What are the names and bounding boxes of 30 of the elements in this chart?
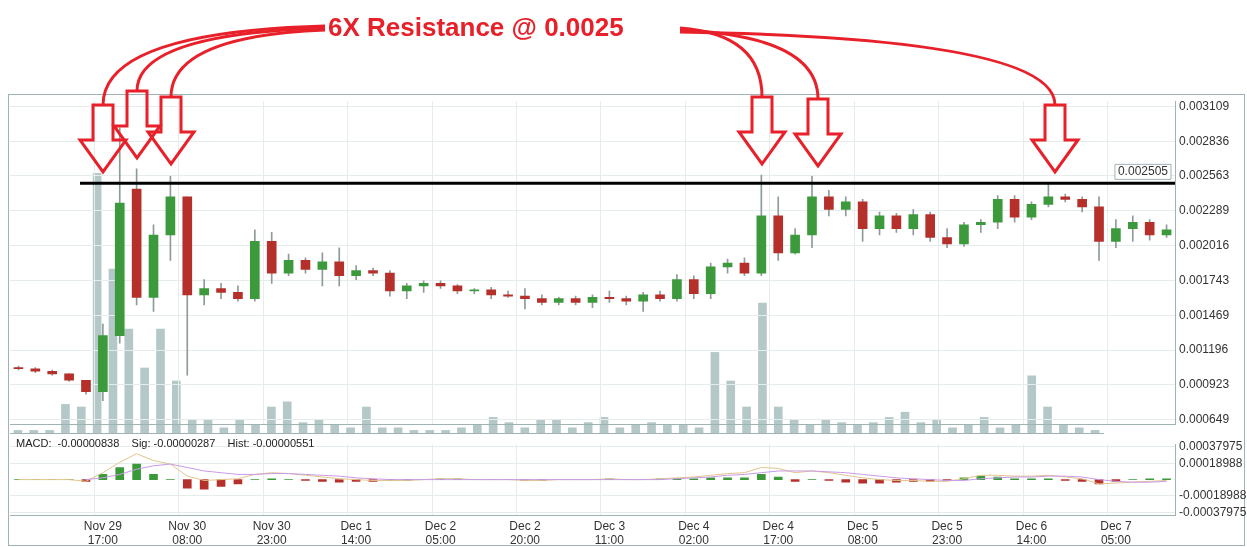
y-tick-label: 0.002289: [1179, 203, 1230, 218]
x-tick-label: Dec 2 20:00: [509, 518, 541, 547]
x-tick-label: Nov 30 08:00: [168, 518, 207, 547]
y-tick-label: 0.001469: [1179, 307, 1230, 322]
text: 6X Resistance @ 0.0025: [328, 12, 624, 42]
y-tick-label: 0.00037975: [1179, 439, 1243, 454]
x-tick-label: Dec 1 14:00: [340, 518, 373, 547]
y-tick-label: 0.002016: [1179, 237, 1230, 252]
y-tick-label: 0.000923: [1179, 377, 1230, 392]
x-tick-label: Dec 4 17:00: [762, 518, 795, 547]
y-tick-label: 0.003109: [1179, 98, 1230, 113]
x-tick-label: Dec 5 08:00: [846, 518, 879, 547]
y-tick-label: 0.001743: [1179, 272, 1230, 287]
x-tick-label: Dec 5 23:00: [931, 518, 964, 547]
ref-line-label: 0.002505: [1117, 164, 1169, 179]
y-tick-label: -0.00018988: [1179, 488, 1247, 503]
x-tick-label: Dec 3 11:00: [593, 518, 626, 547]
x-tick-label: Nov 29 17:00: [83, 518, 123, 547]
x-tick-label: Dec 7 05:00: [1100, 518, 1132, 547]
x-tick-label: Dec 2 05:00: [424, 518, 457, 547]
y-tick-label: 0.002563: [1179, 168, 1230, 183]
x-tick-label: Dec 4 02:00: [678, 518, 710, 547]
y-tick-label: 0.000649: [1179, 412, 1230, 427]
y-tick-label: -0.00037975: [1179, 504, 1247, 519]
y-tick-label: 0.001196: [1179, 342, 1229, 357]
x-tick-label: Dec 6 14:00: [1015, 518, 1048, 547]
annotation: MACD: -0.00000838 Sig: -0.00000287 Hist: -0.00000551: [16, 437, 315, 449]
y-tick-label: 0.00018988: [1179, 455, 1243, 470]
y-tick-label: 0.002836: [1179, 133, 1230, 148]
x-tick-label: Nov 30 23:00: [252, 518, 292, 547]
